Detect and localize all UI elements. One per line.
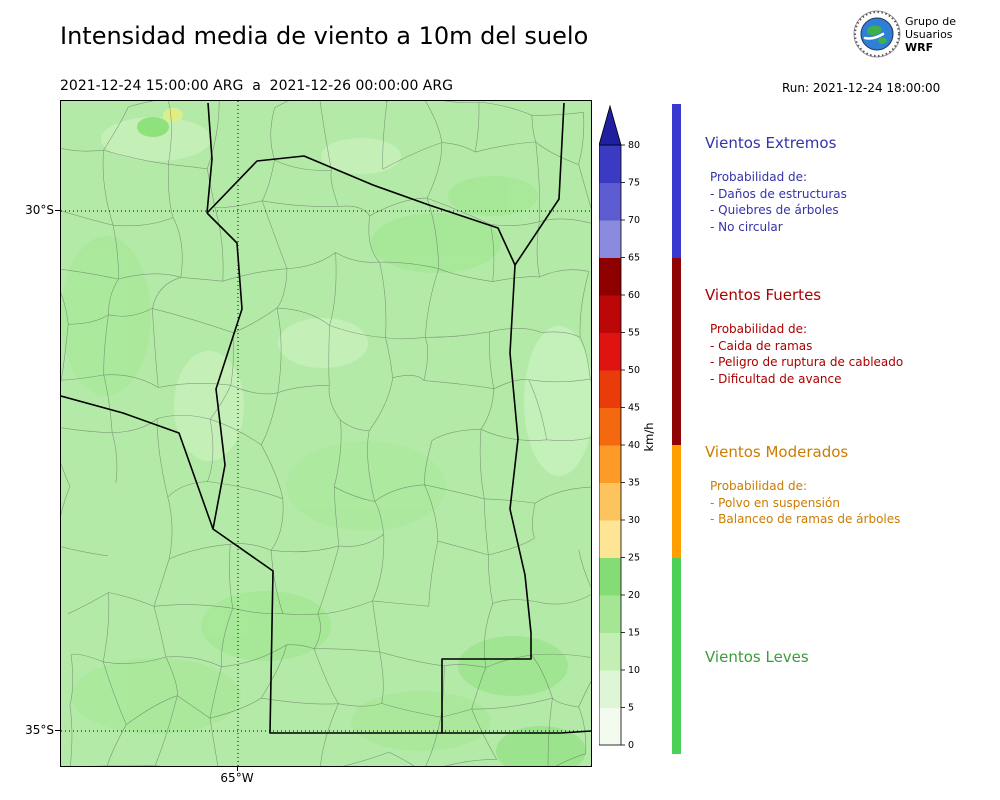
legend-moderados-title: Vientos Moderados bbox=[705, 443, 849, 461]
svg-text:80: 80 bbox=[628, 140, 640, 151]
map-svg bbox=[46, 87, 605, 776]
svg-text:60: 60 bbox=[628, 290, 640, 301]
legend-leves: Vientos Leves bbox=[705, 648, 990, 666]
svg-text:40: 40 bbox=[628, 440, 640, 451]
map-panel bbox=[46, 87, 605, 776]
logo-text-line3: WRF bbox=[905, 41, 934, 54]
legend-item: - Daños de estructuras bbox=[710, 186, 847, 201]
legend-fuertes-title: Vientos Fuertes bbox=[705, 286, 822, 304]
svg-text:5: 5 bbox=[628, 703, 634, 714]
svg-text:30: 30 bbox=[628, 515, 640, 526]
globe-icon bbox=[853, 10, 901, 58]
legend-leves-title: Vientos Leves bbox=[705, 648, 809, 666]
svg-text:35: 35 bbox=[628, 478, 640, 489]
wrf-logo bbox=[853, 10, 901, 58]
svg-text:15: 15 bbox=[628, 628, 640, 639]
colorbar-unit-label: km/h bbox=[642, 422, 656, 452]
svg-text:55: 55 bbox=[628, 328, 640, 339]
legend-extremos-title: Vientos Extremos bbox=[705, 134, 837, 152]
legend-moderados-prob: Probabilidad de: bbox=[710, 479, 808, 493]
svg-text:45: 45 bbox=[628, 403, 640, 414]
svg-text:20: 20 bbox=[628, 590, 640, 601]
graticule-lines bbox=[61, 101, 591, 766]
legend-item: - No circular bbox=[710, 219, 783, 234]
legend-item: - Caida de ramas bbox=[710, 338, 813, 353]
colorbar-ticks: 0 5 10 15 20 25 30 35 40 45 50 55 60 65 70 75 80 bbox=[621, 140, 640, 751]
wind-intensity-patches bbox=[61, 108, 594, 776]
category-strip-segment bbox=[672, 104, 681, 258]
svg-text:65: 65 bbox=[628, 253, 640, 264]
colorbar: 0 5 10 15 20 25 30 35 40 45 50 55 60 65 70 75 80 bbox=[598, 103, 659, 767]
page-title: Intensidad media de viento a 10m del sue… bbox=[60, 22, 589, 50]
legend-fuertes-prob: Probabilidad de: bbox=[710, 322, 808, 336]
svg-text:70: 70 bbox=[628, 215, 640, 226]
category-strip-segment bbox=[672, 557, 681, 754]
lat-label-35s: 35°S bbox=[25, 723, 54, 737]
legend-item: - Balanceo de ramas de árboles bbox=[710, 512, 901, 526]
legend-fuertes: Vientos Fuertes Probabilidad de: - Caida… bbox=[705, 286, 990, 387]
period-label: 2021-12-24 15:00:00 ARG a 2021-12-26 00:… bbox=[60, 78, 453, 94]
legend-item: - Peligro de ruptura de cableado bbox=[710, 355, 904, 369]
lat-tickmark-30s bbox=[55, 210, 60, 211]
category-strip-segment bbox=[672, 445, 681, 558]
province-borders bbox=[60, 102, 592, 734]
legend-extremos-prob: Probabilidad de: bbox=[710, 170, 808, 184]
svg-text:0: 0 bbox=[628, 740, 634, 751]
lat-label-30s: 30°S bbox=[25, 203, 54, 217]
logo-text-line2: Usuarios bbox=[905, 28, 953, 41]
lat-tickmark-35s bbox=[55, 730, 60, 731]
legend-item: - Polvo en suspensión bbox=[710, 495, 840, 510]
legend-item: - Quiebres de árboles bbox=[710, 203, 839, 217]
lon-tickmark-65w bbox=[237, 766, 238, 771]
legend-moderados: Vientos Moderados Probabilidad de: - Pol… bbox=[705, 443, 990, 528]
category-strip-segment bbox=[672, 257, 681, 445]
svg-text:50: 50 bbox=[628, 365, 640, 376]
run-label: Run: 2021-12-24 18:00:00 bbox=[782, 81, 941, 95]
svg-text:25: 25 bbox=[628, 553, 640, 564]
svg-text:75: 75 bbox=[628, 178, 640, 189]
colorbar-svg: 0 5 10 15 20 25 30 35 40 45 50 55 60 65 70 75 80 bbox=[598, 104, 640, 751]
category-strip bbox=[672, 104, 681, 755]
legend-extremos: Vientos Extremos Probabilidad de: - Daño… bbox=[705, 134, 990, 235]
lon-label-65w: 65°W bbox=[220, 771, 254, 785]
svg-text:10: 10 bbox=[628, 665, 640, 676]
logo-text-line1: Grupo de bbox=[905, 15, 956, 28]
logo-text: Grupo de Usuarios WRF bbox=[905, 15, 956, 54]
legend-item: - Dificultad de avance bbox=[710, 371, 842, 386]
colorbar-segments bbox=[599, 145, 621, 746]
